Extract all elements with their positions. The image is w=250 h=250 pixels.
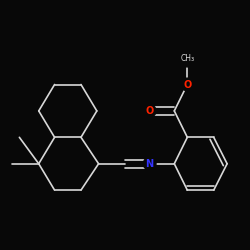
Circle shape [143, 104, 156, 117]
Text: O: O [183, 80, 192, 90]
Circle shape [181, 78, 194, 91]
Circle shape [143, 158, 156, 170]
Text: N: N [146, 159, 154, 169]
Text: O: O [146, 106, 154, 116]
Text: CH₃: CH₃ [180, 54, 194, 62]
Circle shape [178, 49, 196, 67]
